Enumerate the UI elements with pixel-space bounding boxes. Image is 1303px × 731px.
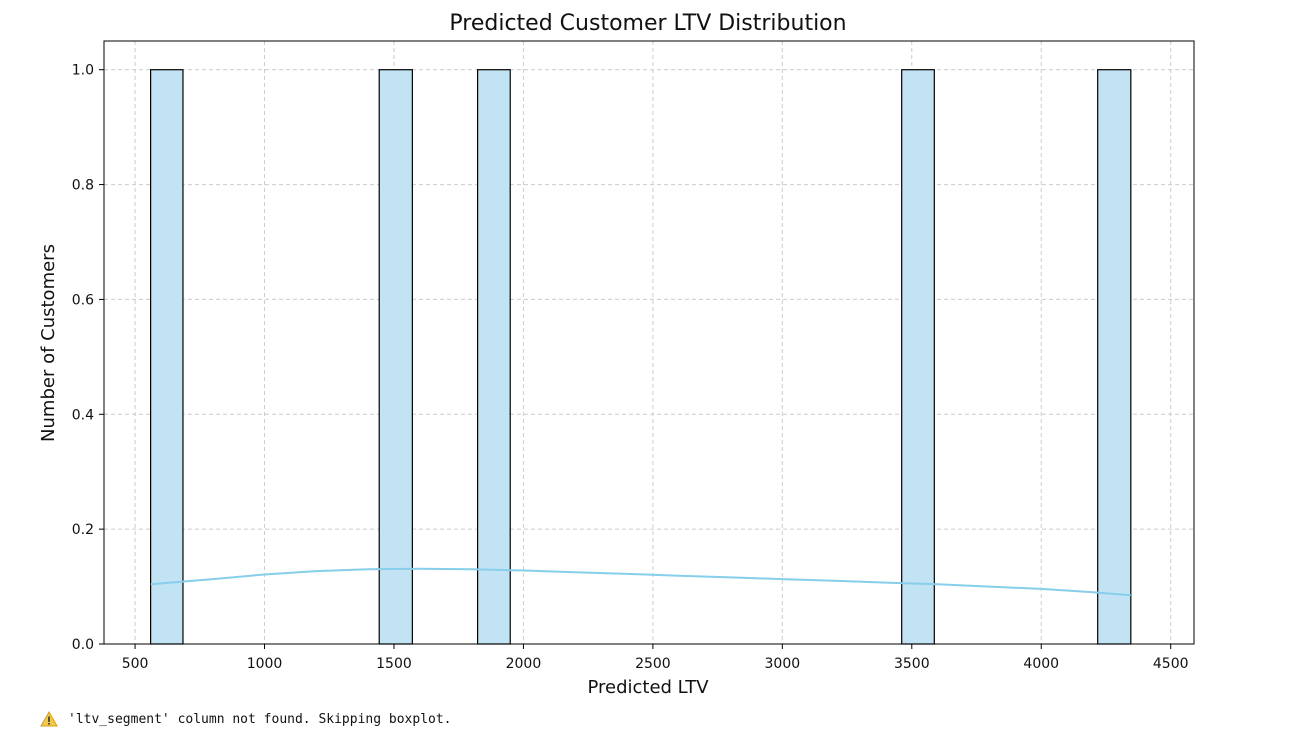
x-tick-label: 1000	[247, 656, 283, 672]
warning-message: 'ltv_segment' column not found. Skipping…	[40, 710, 452, 728]
x-tick-label: 4000	[1023, 656, 1059, 672]
histogram-bars	[150, 69, 1132, 645]
x-axis-ticks: 500 1000 1500 2000 2500 3000 3500 4000 4500	[122, 644, 1189, 672]
y-axis-label: Number of Customers	[38, 244, 59, 442]
x-tick-label: 3000	[765, 656, 801, 672]
y-tick-label: 0.0	[72, 637, 94, 653]
histogram-bar	[150, 69, 184, 645]
histogram-bar	[477, 69, 511, 645]
histogram-bar	[1097, 69, 1132, 645]
plot-frame	[103, 40, 1195, 645]
histogram-bar	[901, 69, 935, 645]
chart-title: Predicted Customer LTV Distribution	[449, 11, 846, 36]
grid-lines	[104, 41, 1194, 645]
x-tick-label: 4500	[1153, 656, 1189, 672]
x-tick-label: 500	[122, 656, 149, 672]
y-tick-label: 0.6	[72, 292, 94, 308]
y-tick-label: 1.0	[72, 63, 94, 79]
x-tick-label: 1500	[376, 656, 412, 672]
x-tick-label: 2500	[635, 656, 671, 672]
warning-text: 'ltv_segment' column not found. Skipping…	[68, 711, 452, 727]
x-tick-label: 3500	[894, 656, 930, 672]
y-axis-ticks: 0.0 0.2 0.4 0.6 0.8 1.0	[72, 63, 104, 653]
warning-icon	[40, 710, 58, 727]
ltv-histogram-chart: Predicted Customer LTV Distribution 500 1…	[38, 11, 1195, 698]
x-tick-label: 2000	[506, 656, 542, 672]
kde-line	[150, 567, 1131, 597]
y-tick-label: 0.2	[72, 522, 94, 538]
y-tick-label: 0.8	[72, 178, 94, 194]
y-tick-label: 0.4	[72, 407, 94, 423]
kde-curve-group	[150, 567, 1131, 597]
x-axis-label: Predicted LTV	[587, 677, 709, 698]
histogram-bar	[378, 69, 413, 645]
